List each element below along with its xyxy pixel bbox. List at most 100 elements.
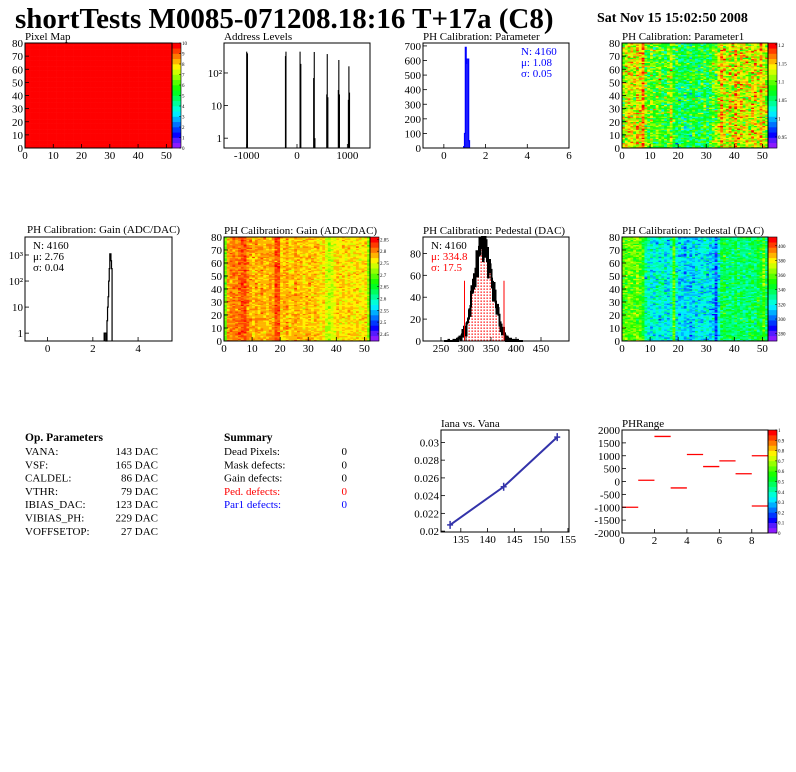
heatmap-cell [70, 60, 74, 62]
heatmap-cell [84, 56, 88, 58]
heatmap-cell [36, 78, 40, 81]
heatmap-cell [36, 142, 40, 145]
heatmap-cell [87, 49, 91, 52]
heatmap-cell [33, 77, 37, 79]
heatmap-cell [92, 99, 96, 102]
heatmap-cell [81, 70, 85, 73]
heatmap-cell [73, 130, 77, 133]
heatmap-cell [64, 132, 68, 134]
heatmap-cell [64, 71, 68, 74]
plot-area [622, 43, 769, 149]
heatmap-cell [30, 54, 34, 57]
heatmap-cell [30, 141, 34, 144]
heatmap-cell [56, 66, 60, 69]
heatmap-cell [73, 95, 77, 98]
heatmap-cell [41, 60, 46, 62]
heatmap-cell [30, 90, 34, 92]
heatmap-cell [36, 49, 40, 52]
heatmap-cell [78, 99, 82, 102]
heatmap-cell [90, 108, 94, 111]
heatmap-cell [58, 85, 63, 87]
heatmap-cell [41, 119, 46, 121]
heatmap-cell [64, 138, 68, 141]
heatmap-cell [56, 133, 60, 136]
heatmap-cell [78, 81, 82, 83]
heatmap-cell [75, 60, 80, 62]
heatmap-cell [50, 120, 54, 123]
heatmap-cell [95, 132, 99, 134]
heatmap-cell [67, 96, 71, 99]
heatmap-cell [78, 120, 82, 123]
heatmap-cell [56, 128, 60, 130]
colorbar-cell [172, 100, 181, 107]
heatmap-cell [67, 46, 71, 49]
heatmap-cell [50, 106, 54, 108]
heatmap-cell [92, 60, 96, 62]
heatmap-cell [75, 111, 80, 113]
heatmap-cell [30, 119, 34, 121]
heatmap-cell [47, 128, 51, 130]
heatmap-cell [56, 79, 60, 82]
heatmap-cell [44, 87, 48, 90]
heatmap-cell [56, 129, 60, 132]
heatmap-cell [36, 130, 40, 133]
heatmap-cell [50, 70, 54, 73]
heatmap-cell [90, 58, 94, 61]
heatmap-cell [53, 127, 57, 129]
heatmap-cell [81, 61, 85, 63]
heatmap-cell [92, 64, 96, 66]
heatmap-cell [58, 104, 63, 107]
heatmap-cell [41, 130, 46, 133]
heatmap-cell [41, 138, 46, 141]
heatmap-cell [78, 108, 82, 111]
heatmap-cell [36, 43, 40, 45]
heatmap-cell [84, 111, 88, 113]
heatmap-cell [33, 45, 37, 48]
heatmap-cell [53, 81, 57, 83]
heatmap-cell [81, 65, 85, 67]
heatmap-cell [36, 128, 40, 130]
heatmap-cell [33, 99, 37, 102]
heatmap-cell [87, 127, 91, 129]
heatmap-cell [30, 138, 34, 141]
heatmap-cell [25, 82, 29, 84]
heatmap-cell [25, 77, 29, 79]
heatmap-cell [33, 44, 37, 46]
heatmap-cell [25, 48, 29, 50]
heatmap-cell [64, 85, 68, 87]
heatmap-cell [67, 92, 71, 95]
heatmap-cell [58, 109, 63, 112]
heatmap-cell [56, 83, 60, 86]
heatmap-cell [25, 78, 29, 81]
heatmap-cell [78, 49, 82, 52]
heatmap-cell [70, 134, 74, 137]
heatmap-cell [64, 79, 68, 82]
heatmap-cell [53, 61, 57, 63]
heatmap-cell [36, 79, 40, 82]
heatmap-cell [73, 58, 77, 61]
heatmap-cell [81, 130, 85, 133]
heatmap-cell [36, 134, 40, 137]
heatmap-cell [73, 44, 77, 46]
heatmap-cell [78, 73, 82, 75]
heatmap-cell [36, 117, 40, 120]
heatmap-cell [84, 125, 88, 128]
heatmap-cell [44, 98, 48, 100]
heatmap-cell [44, 94, 48, 96]
x-tick-label: 6 [566, 150, 572, 162]
heatmap-cell [95, 109, 99, 112]
heatmap-cell [33, 115, 37, 117]
heatmap-cell [39, 125, 43, 128]
heatmap-cell [39, 130, 43, 133]
heatmap-cell [44, 53, 48, 56]
heatmap-cell [81, 100, 85, 103]
heatmap-cell [64, 125, 68, 128]
heatmap-cell [25, 137, 29, 140]
heatmap-cell [87, 128, 91, 130]
heatmap-cell [90, 106, 94, 108]
heatmap-cell [47, 132, 51, 134]
heatmap-cell [27, 78, 31, 81]
heatmap-cell [61, 130, 65, 133]
heatmap-cell [78, 87, 82, 90]
heatmap-cell [50, 85, 54, 87]
